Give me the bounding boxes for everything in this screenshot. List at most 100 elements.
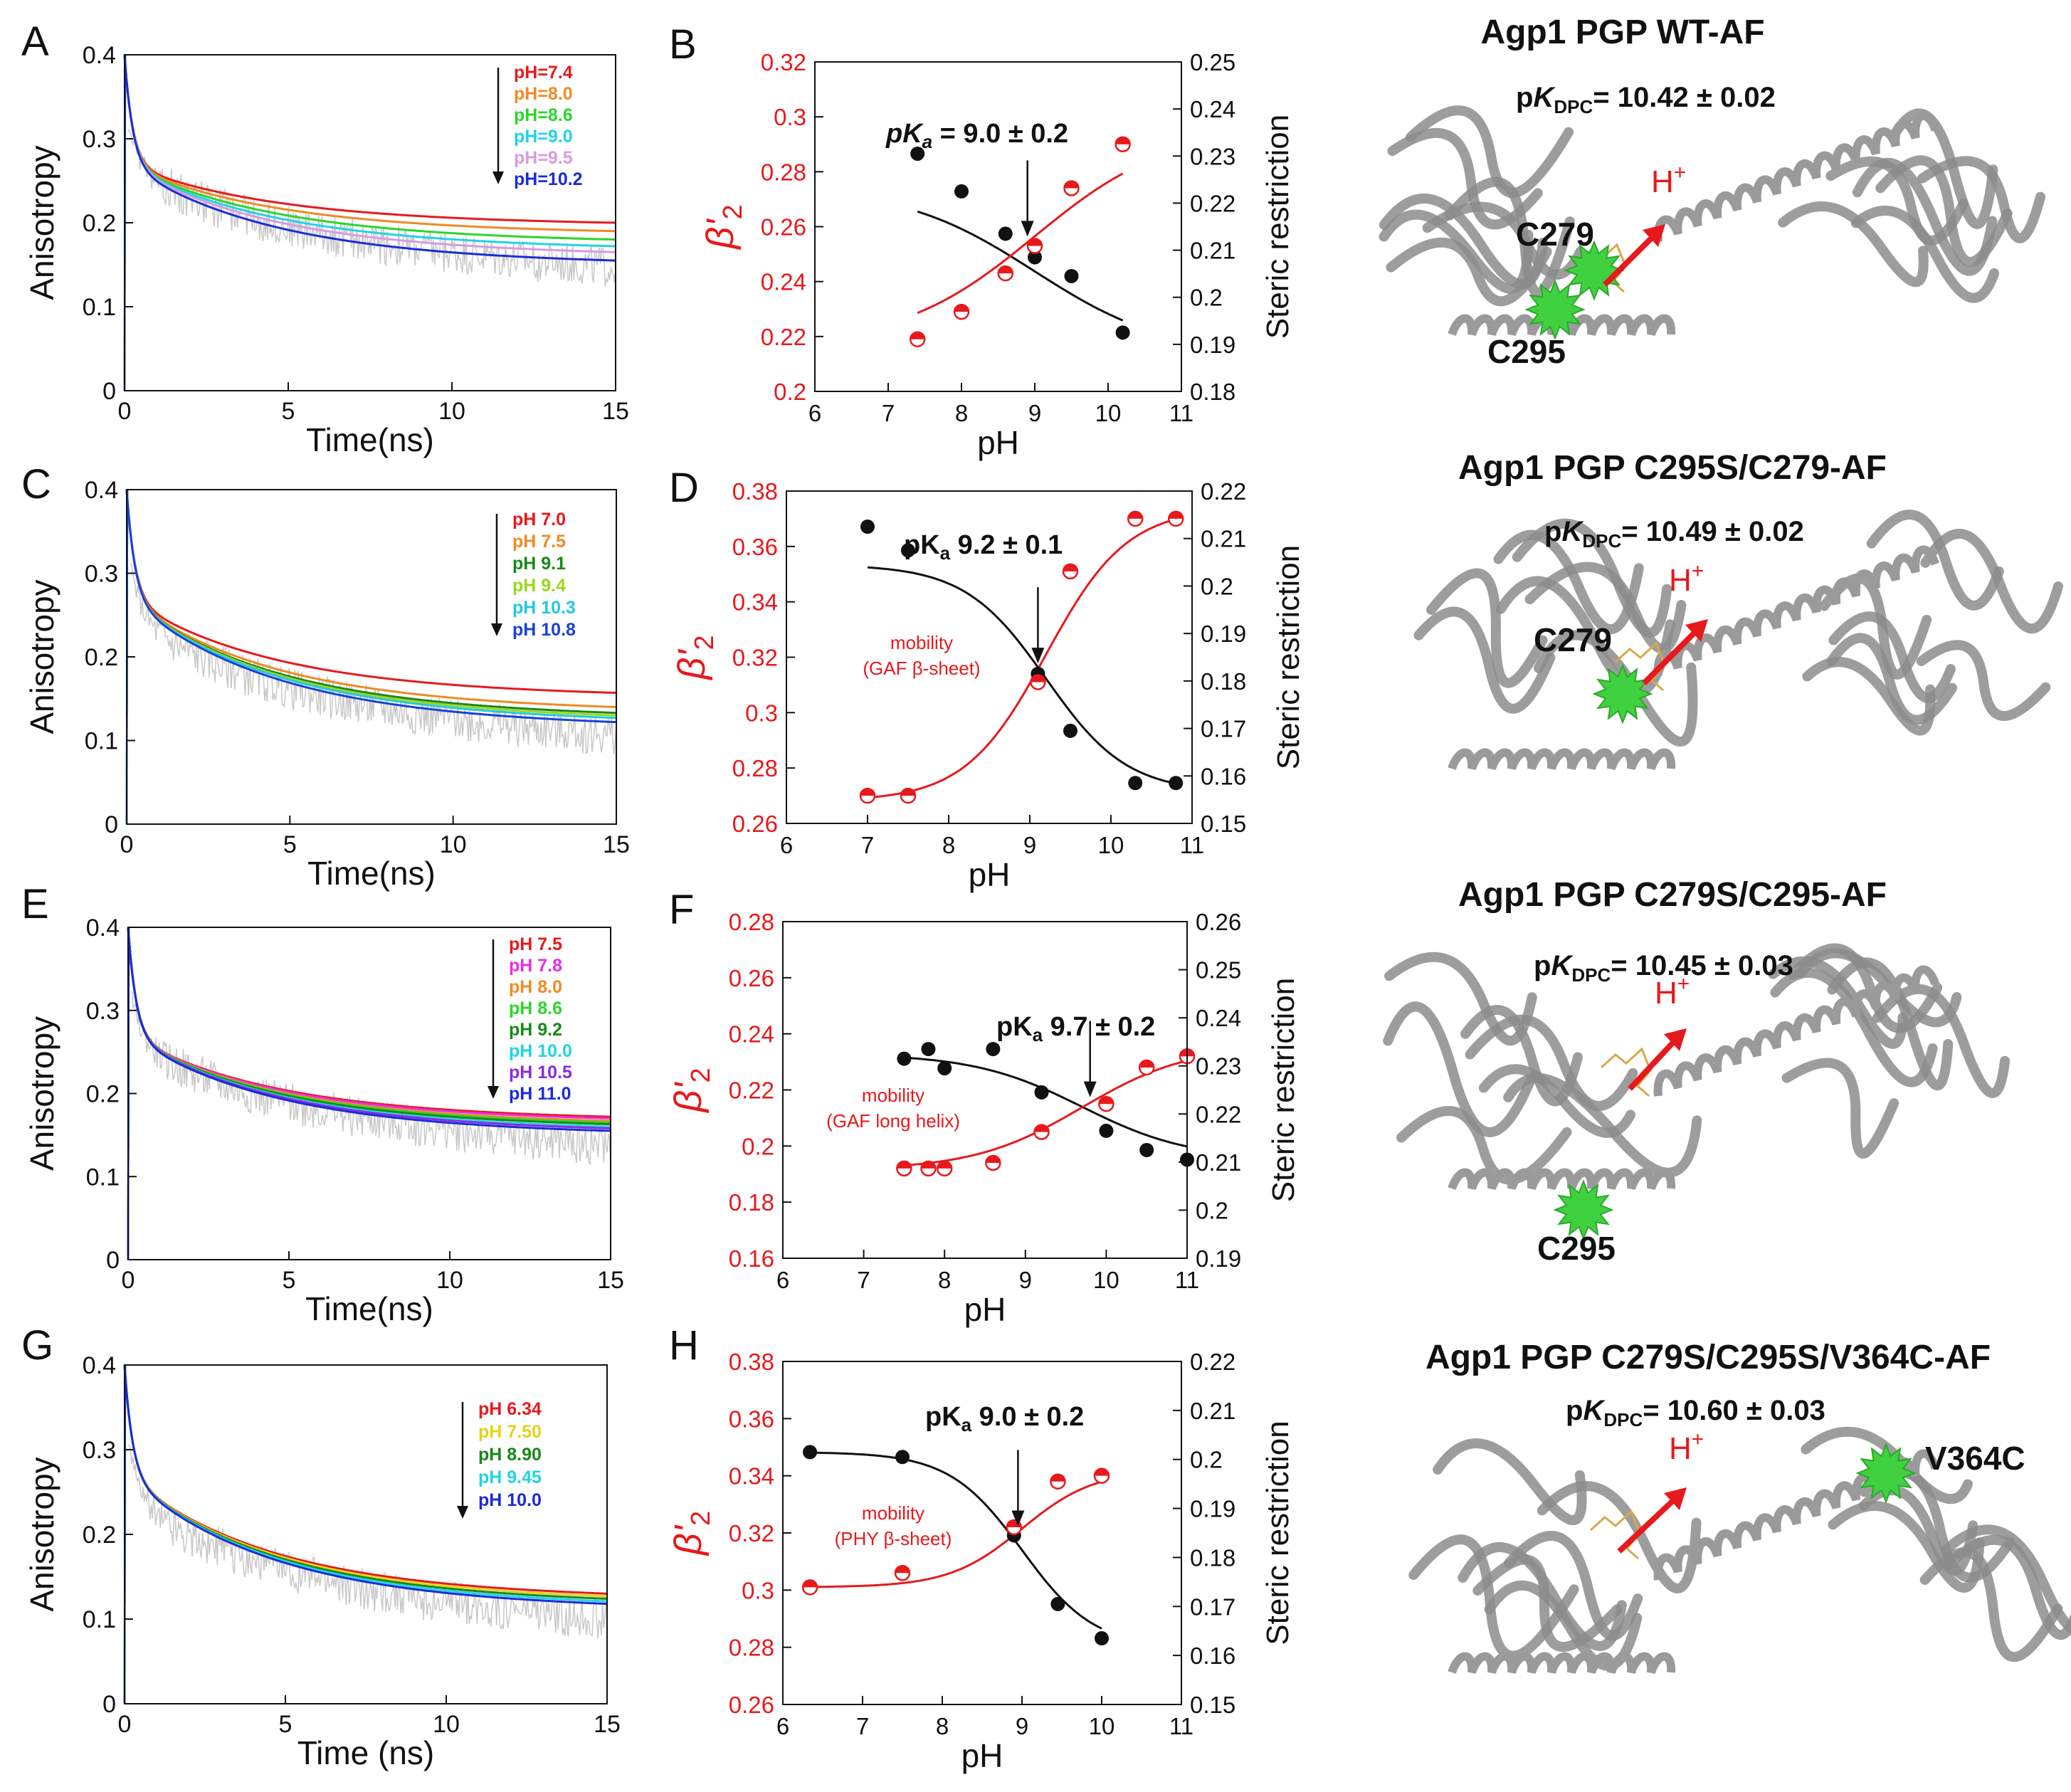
- pk-subscript: DPC: [1571, 964, 1611, 986]
- residue-label: C279: [1534, 621, 1612, 658]
- y-tick-label-right: 0.22: [1190, 190, 1235, 216]
- x-tick-label: 0: [120, 831, 134, 858]
- y-tick-label: 0: [102, 378, 116, 405]
- pk-p: p: [1534, 950, 1551, 981]
- ribbon-strand: [1942, 1534, 2071, 1640]
- pk-p: p: [1516, 82, 1533, 113]
- steric-point: [1050, 1596, 1065, 1611]
- y-tick-label-left: 0.3: [774, 104, 806, 130]
- y-tick-label-right: 0.17: [1201, 716, 1246, 742]
- y-axis-label-right: Steric restriction: [1260, 115, 1295, 339]
- mobility-label: (GAF long helix): [826, 1110, 960, 1132]
- y-tick-label: 0.3: [83, 126, 116, 153]
- ribbon-strand: [1802, 657, 1936, 736]
- pka-arrowhead: [1021, 221, 1034, 237]
- x-tick-label: 6: [776, 1713, 789, 1739]
- x-tick-label: 7: [861, 832, 874, 858]
- y-axis-label-left: β'2: [670, 635, 720, 680]
- x-tick-label: 11: [1169, 1713, 1193, 1739]
- mobility-point-fill: [937, 1161, 952, 1169]
- pk-k: K: [1561, 516, 1584, 547]
- legend-arrowhead: [491, 623, 502, 636]
- y-tick-label-right: 0.18: [1190, 1544, 1235, 1571]
- steric-point: [1139, 1142, 1154, 1157]
- ribbon-strand: [1917, 156, 2046, 243]
- x-tick-label: 10: [1095, 400, 1122, 426]
- x-tick-label: 10: [1098, 832, 1124, 858]
- y-tick-label-left: 0.34: [729, 1463, 774, 1490]
- y-tick-label-left: 0.26: [729, 965, 774, 991]
- steric-point: [901, 543, 915, 558]
- ribbon-helix: [1448, 1168, 1676, 1191]
- fluorophore-star: [1553, 1179, 1614, 1240]
- y-tick-label-right: 0.21: [1196, 1149, 1241, 1176]
- mobility-label: mobility: [862, 1085, 924, 1106]
- steric-point: [986, 1042, 1001, 1057]
- chromophore: [1600, 1047, 1652, 1097]
- y-tick-label-left: 0.28: [729, 909, 774, 935]
- steric-point: [895, 1450, 910, 1465]
- y-tick-label: 0.2: [85, 644, 118, 671]
- pka-value: = 9.0 ± 0.2: [932, 119, 1068, 149]
- ribbon-strand: [1493, 529, 1644, 635]
- mobility-point-fill: [1169, 511, 1184, 519]
- pka-value: 9.2 ± 0.1: [950, 530, 1063, 560]
- ribbon-strand: [1444, 176, 1575, 298]
- steric-point: [1099, 1123, 1114, 1138]
- x-tick-label: 7: [856, 1713, 869, 1739]
- ribbon-helix: [1653, 545, 1940, 677]
- x-tick-label: 8: [936, 1713, 949, 1739]
- y-tick-label: 0.3: [83, 1437, 116, 1464]
- y-tick-label-right: 0.21: [1201, 526, 1246, 552]
- x-tick-label: 0: [118, 398, 132, 425]
- ribbon-strand: [1916, 640, 2051, 721]
- y-axis-label-right: Steric restriction: [1260, 1421, 1295, 1645]
- mobility-point-fill: [998, 266, 1013, 274]
- proton-arrowhead: [1664, 1487, 1687, 1510]
- pk-p: p: [1566, 1395, 1583, 1426]
- steric-fit-curve: [810, 1451, 1102, 1630]
- y-tick-label-right: 0.24: [1196, 1005, 1241, 1031]
- panel-label-G: G: [21, 1322, 53, 1369]
- structure-title-c279s: Agp1 PGP C279S/C295-AF: [1458, 876, 1887, 914]
- x-tick-label: 9: [1019, 1267, 1032, 1293]
- y-tick-label-left: 0.38: [732, 478, 778, 505]
- y-tick-label-right: 0.19: [1201, 621, 1246, 647]
- mobility-fit-curve: [810, 1480, 1102, 1588]
- ribbon-strand: [1458, 1542, 1627, 1651]
- anisotropy-plot-A: 0 0.1 0.2 0.3 0.4 0 5 10 15 Time(ns) Anisotropy pH=…: [23, 42, 629, 458]
- pk-subscript: DPC: [1554, 96, 1593, 117]
- proton-arrow: [1617, 1492, 1682, 1554]
- legend-entry: pH 9.2: [509, 1020, 562, 1040]
- ribbon-strand: [1426, 568, 1548, 688]
- mobility-point-fill: [986, 1155, 1001, 1163]
- pka-subscript: a: [940, 542, 951, 564]
- ribbon-helix: [1653, 965, 1940, 1097]
- decay-curve-pH10.8: [125, 489, 617, 724]
- y-axis-label-left: β'2: [667, 1511, 716, 1556]
- ribbon-strand: [1408, 1534, 1579, 1661]
- y-axis-label-right: Steric restriction: [1271, 545, 1306, 769]
- mobility-fit-curve: [867, 518, 1176, 799]
- noise-trace: [130, 563, 617, 754]
- mobility-point-fill: [1115, 137, 1130, 144]
- y-tick-label-right: 0.21: [1190, 238, 1235, 264]
- ribbon-strand: [1396, 1106, 1572, 1185]
- x-axis-label: Time (ns): [297, 1734, 435, 1771]
- legend-entry: pH 7.0: [512, 510, 566, 529]
- x-tick-label: 15: [594, 1711, 621, 1738]
- legend-entry: pH 9.4: [512, 576, 566, 596]
- y-axis-label-right: Steric restriction: [1266, 978, 1301, 1202]
- proton-symbol: H: [1651, 164, 1674, 199]
- pkdpc-label: pKDPC= 10.60 ± 0.03: [1566, 1395, 1825, 1430]
- panel-label-C: C: [21, 461, 51, 507]
- ribbon-strand: [1778, 201, 1929, 288]
- ribbon-helix: [1448, 748, 1676, 771]
- mobility-point-fill: [1139, 1060, 1154, 1068]
- y-tick-label: 0.2: [83, 210, 116, 237]
- residue-label: C295: [1537, 1230, 1616, 1267]
- beta-symbol: β': [667, 1082, 710, 1114]
- mobility-point-fill: [910, 332, 925, 339]
